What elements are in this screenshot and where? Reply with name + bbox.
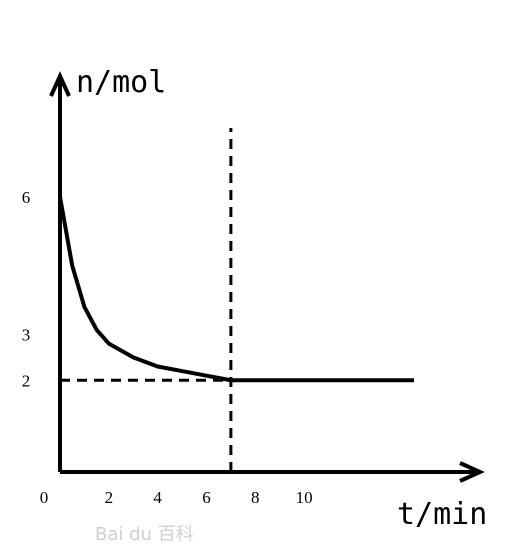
y-tick-label: 2 bbox=[22, 371, 31, 390]
x-tick-label: 6 bbox=[202, 488, 211, 507]
x-tick-label: 0 bbox=[40, 488, 49, 507]
x-tick-label: 10 bbox=[296, 488, 313, 507]
watermark: Bai du 百科 bbox=[95, 524, 194, 545]
x-tick-label: 4 bbox=[153, 488, 162, 507]
y-tick-label: 6 bbox=[22, 188, 31, 207]
x-tick-label: 8 bbox=[251, 488, 260, 507]
y-axis-arrow bbox=[49, 71, 71, 97]
y-axis-title: n/mol bbox=[76, 65, 166, 100]
x-axis-arrow bbox=[459, 461, 485, 483]
x-tick-label: 2 bbox=[105, 488, 114, 507]
y-tick-label: 3 bbox=[22, 325, 31, 344]
x-axis-title: t/min bbox=[397, 497, 487, 532]
data-line bbox=[58, 196, 414, 383]
